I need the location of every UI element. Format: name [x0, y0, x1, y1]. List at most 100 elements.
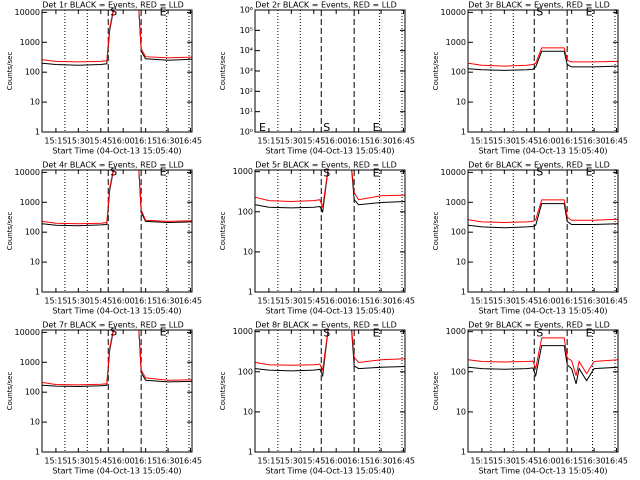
- x-tick-label: 15:15: [44, 137, 67, 146]
- x-tick-label: 15:15: [257, 297, 280, 306]
- x-tick-label: 15:45: [302, 297, 325, 306]
- panel: Det 3r BLACK = Events, RED = LLD Start Ti…: [432, 1, 628, 156]
- x-tick-label: 16:45: [605, 457, 628, 466]
- x-axis-label: Start Time (04-Oct-13 15:05:40): [52, 467, 181, 476]
- series-line: [468, 47, 618, 67]
- x-tick-label: 16:45: [392, 137, 415, 146]
- series-line: [255, 330, 405, 378]
- y-tick-label: 10: [30, 418, 40, 427]
- annotation: S: [323, 326, 330, 339]
- plot-frame: [467, 169, 619, 293]
- panel: Det 9r BLACK = Events, RED = LLD Start Ti…: [432, 321, 628, 476]
- y-tick-label: 1000: [446, 198, 466, 207]
- plot-frame: [254, 329, 406, 453]
- annotation: S: [536, 165, 543, 178]
- x-tick-label: 16:30: [157, 457, 180, 466]
- x-tick-label: 16:00: [325, 297, 348, 306]
- panel-title: Det 5r BLACK = Events, RED = LLD: [255, 161, 397, 170]
- x-tick-label: 16:30: [157, 297, 180, 306]
- x-tick-label: 16:15: [134, 457, 157, 466]
- annotation: E: [586, 326, 593, 339]
- x-tick-label: 15:45: [302, 457, 325, 466]
- panel-title: Det 4r BLACK = Events, RED = LLD: [42, 161, 184, 170]
- y-tick-label: 100: [238, 367, 253, 376]
- series-line: [255, 330, 405, 372]
- x-tick-label: 16:30: [583, 297, 606, 306]
- y-tick-label: 10: [456, 258, 466, 267]
- panel: Det 4r BLACK = Events, RED = LLD Start Ti…: [6, 161, 202, 316]
- series-line: [42, 10, 192, 66]
- y-tick-label: 1: [35, 128, 40, 137]
- panel-title: Det 6r BLACK = Events, RED = LLD: [468, 161, 610, 170]
- y-axis-label: Counts/sec: [219, 372, 227, 411]
- y-axis-label: Counts/sec: [219, 212, 227, 251]
- plot-lines: [42, 170, 192, 227]
- x-tick-label: 15:45: [515, 297, 538, 306]
- x-tick-label: 16:00: [538, 297, 561, 306]
- y-tick-label: 10³: [240, 67, 253, 76]
- x-tick-label: 15:15: [470, 137, 493, 146]
- series-line: [42, 10, 192, 63]
- panel: Det 5r BLACK = Events, RED = LLD Start Ti…: [219, 161, 415, 316]
- x-tick-label: 16:30: [370, 297, 393, 306]
- y-axis-label: Counts/sec: [432, 52, 440, 91]
- y-tick-label: 1: [461, 288, 466, 297]
- y-axis-label: Counts/sec: [6, 212, 14, 251]
- y-tick-label: 1: [248, 288, 253, 297]
- series-line: [42, 170, 192, 227]
- y-tick-label: 10000: [15, 328, 40, 337]
- y-tick-label: 10000: [441, 168, 466, 177]
- panel-title: Det 9r BLACK = Events, RED = LLD: [468, 321, 610, 330]
- y-tick-label: 10000: [441, 8, 466, 17]
- y-tick-label: 10: [456, 407, 466, 416]
- x-tick-label: 16:45: [179, 137, 202, 146]
- x-tick-label: 15:45: [515, 137, 538, 146]
- series-line: [468, 203, 618, 229]
- x-tick-label: 15:30: [280, 297, 303, 306]
- x-tick-label: 15:15: [257, 137, 280, 146]
- plot-lines: [42, 330, 192, 388]
- y-tick-label: 10¹: [240, 107, 253, 116]
- y-tick-label: 100: [238, 207, 253, 216]
- x-tick-label: 15:30: [67, 457, 90, 466]
- x-tick-label: 15:15: [44, 457, 67, 466]
- panel-title: Det 2r BLACK = Events, RED = LLD: [255, 1, 397, 10]
- x-tick-label: 16:45: [605, 137, 628, 146]
- x-tick-label: 16:30: [370, 137, 393, 146]
- series-line: [42, 170, 192, 225]
- x-tick-label: 16:15: [560, 457, 583, 466]
- annotation: E: [160, 5, 167, 18]
- y-axis-label: Counts/sec: [219, 52, 227, 91]
- x-tick-label: 16:15: [560, 297, 583, 306]
- annotation: E: [160, 325, 167, 338]
- y-tick-label: 100: [25, 68, 40, 77]
- annotation: E: [373, 121, 380, 134]
- x-axis-label: Start Time (04-Oct-13 15:05:40): [52, 147, 181, 156]
- x-tick-label: 16:30: [370, 457, 393, 466]
- y-tick-label: 100: [451, 228, 466, 237]
- x-tick-label: 16:00: [112, 457, 135, 466]
- y-tick-label: 100: [25, 228, 40, 237]
- y-tick-label: 1: [35, 448, 40, 457]
- x-tick-label: 15:45: [89, 457, 112, 466]
- y-tick-label: 10⁵: [240, 26, 253, 35]
- plot-frame: [467, 9, 619, 133]
- x-axis-label: Start Time (04-Oct-13 15:05:40): [52, 307, 181, 316]
- y-tick-label: 1000: [233, 167, 253, 176]
- x-tick-label: 15:15: [257, 457, 280, 466]
- x-tick-label: 15:15: [470, 297, 493, 306]
- plot-lines: [255, 330, 405, 378]
- annotation: S: [110, 5, 117, 18]
- x-tick-label: 16:45: [392, 457, 415, 466]
- x-tick-label: 16:15: [134, 137, 157, 146]
- x-tick-label: 16:45: [179, 297, 202, 306]
- panel: Det 2r BLACK = Events, RED = LLD Start Ti…: [219, 1, 415, 156]
- x-tick-label: 16:00: [538, 457, 561, 466]
- y-tick-label: 1000: [20, 358, 40, 367]
- annotation: S: [323, 121, 330, 134]
- y-tick-label: 10⁶: [240, 6, 253, 15]
- y-tick-label: 10: [30, 258, 40, 267]
- x-tick-label: 15:45: [89, 137, 112, 146]
- panel-title: Det 1r BLACK = Events, RED = LLD: [42, 1, 184, 10]
